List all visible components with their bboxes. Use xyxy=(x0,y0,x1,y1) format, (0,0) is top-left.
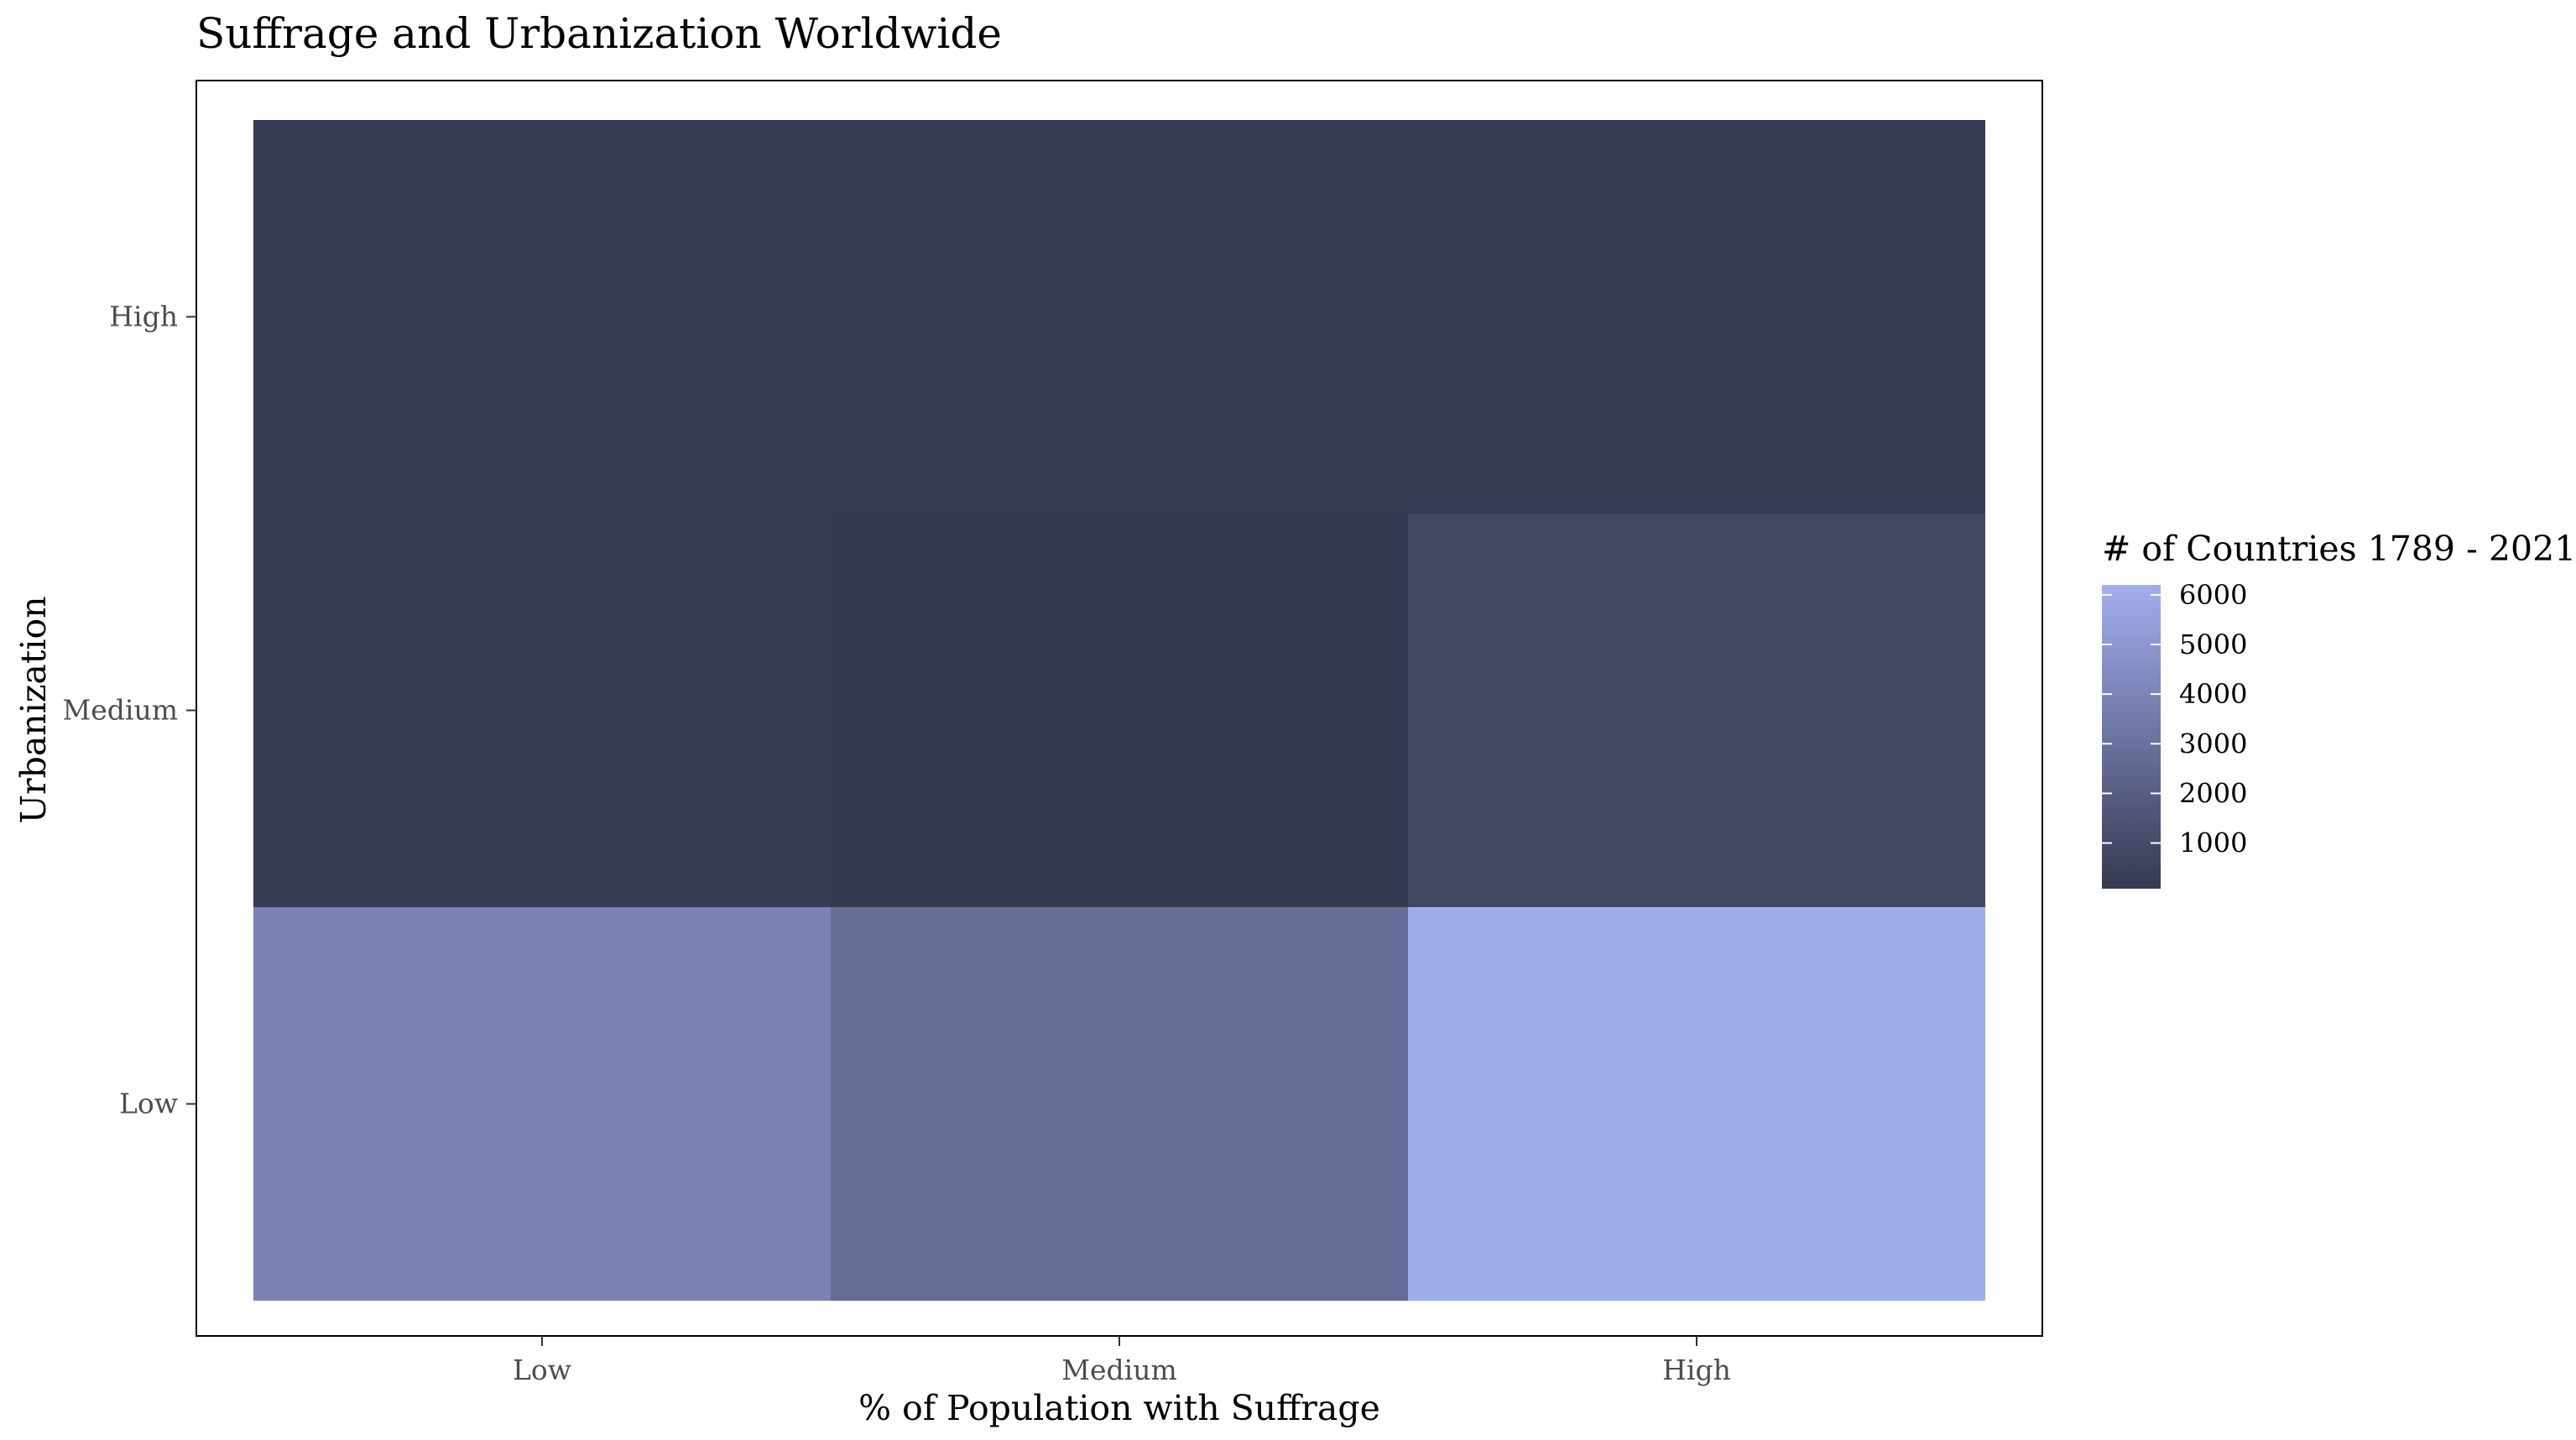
y-tick-label: High xyxy=(109,300,178,333)
heatmap-cell-medium-low xyxy=(831,907,1408,1301)
heatmap-cell-high-medium xyxy=(1408,514,1985,907)
y-axis: Low Medium High xyxy=(62,300,196,1120)
color-legend: # of Countries 1789 - 2021 1000 2000 3000 4… xyxy=(2102,529,2576,889)
legend-ticks: 1000 2000 3000 4000 5000 6000 xyxy=(2102,579,2247,859)
legend-tick-label: 3000 xyxy=(2179,728,2247,759)
legend-title: # of Countries 1789 - 2021 xyxy=(2102,529,2576,569)
x-tick-label: Medium xyxy=(1061,1354,1177,1386)
y-axis-title: Urbanization xyxy=(13,596,54,823)
heatmap-cell-low-medium xyxy=(253,514,831,907)
legend-tick-label: 2000 xyxy=(2179,777,2247,809)
heatmap-cell-high-high xyxy=(1408,120,1985,514)
legend-tick-label: 1000 xyxy=(2179,827,2247,859)
legend-tick-label: 4000 xyxy=(2179,678,2247,710)
heatmap-cell-low-high xyxy=(253,120,831,514)
x-axis: Low Medium High xyxy=(513,1336,1731,1386)
heatmap-cell-medium-high xyxy=(831,120,1408,514)
y-tick-label: Medium xyxy=(62,694,178,727)
legend-tick-label: 6000 xyxy=(2179,579,2247,611)
heatmap-cell-low-low xyxy=(253,907,831,1301)
y-tick-label: Low xyxy=(119,1088,178,1120)
legend-color-bar xyxy=(2102,585,2161,889)
chart-title: Suffrage and Urbanization Worldwide xyxy=(196,9,1002,58)
heatmap-tiles xyxy=(253,120,1985,1301)
x-axis-title: % of Population with Suffrage xyxy=(858,1388,1380,1428)
heatmap-cell-medium-medium xyxy=(831,514,1408,907)
x-tick-label: High xyxy=(1662,1354,1731,1386)
x-tick-label: Low xyxy=(513,1354,571,1386)
legend-tick-label: 5000 xyxy=(2179,629,2247,660)
heatmap-cell-high-low xyxy=(1408,907,1985,1301)
